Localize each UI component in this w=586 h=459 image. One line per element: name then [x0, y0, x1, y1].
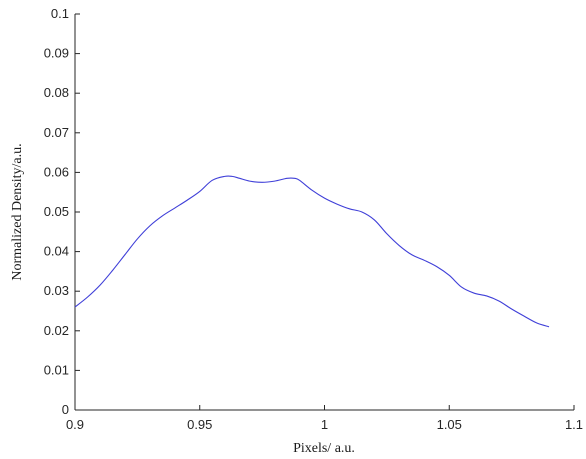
y-tick-label-6: 0.06 — [44, 164, 69, 179]
y-axis-title: Normalized Density/a.u. — [10, 143, 25, 280]
x-tick-label-0: 0.9 — [66, 417, 84, 432]
series-line-0 — [74, 175, 550, 328]
y-tick-label-0: 0 — [62, 402, 69, 417]
y-tick-label-7: 0.07 — [44, 125, 69, 140]
y-tick-label-10: 0.1 — [51, 6, 69, 21]
x-tick-label-4: 1.1 — [565, 417, 583, 432]
y-tick-label-9: 0.09 — [44, 46, 69, 61]
y-tick-label-4: 0.04 — [44, 244, 69, 259]
axis-ticks: 0 0.01 0.02 0.03 0.04 0.05 0.06 0.07 0.08 0.09 0.1… — [44, 6, 583, 432]
y-tick-label-8: 0.08 — [44, 85, 69, 100]
x-tick-label-2: 1 — [321, 417, 328, 432]
y-tick-label-5: 0.05 — [44, 204, 69, 219]
x-tick-label-1: 0.95 — [187, 417, 212, 432]
series-group — [74, 175, 550, 328]
x-tick-label-3: 1.05 — [437, 417, 462, 432]
y-tick-label-1: 0.01 — [44, 362, 69, 377]
y-tick-label-3: 0.03 — [44, 283, 69, 298]
chart-axes — [74, 14, 574, 411]
y-tick-label-2: 0.02 — [44, 323, 69, 338]
x-axis-title: Pixels/ a.u. — [293, 441, 355, 456]
